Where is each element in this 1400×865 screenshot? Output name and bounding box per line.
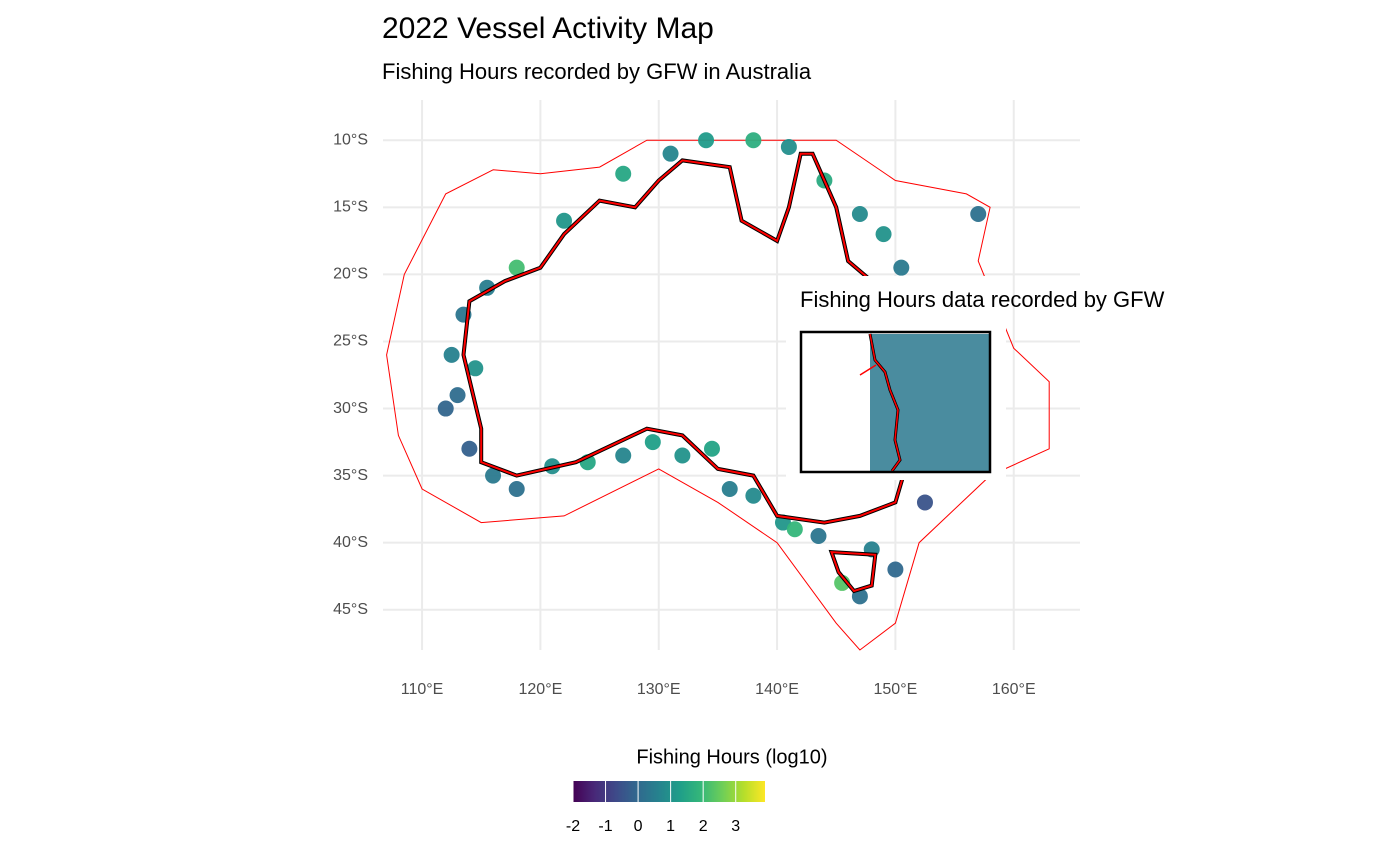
y-tick-label: 20°S xyxy=(333,266,368,283)
point xyxy=(786,521,803,538)
point xyxy=(508,481,525,498)
point xyxy=(662,145,679,162)
inset-title: Fishing Hours data recorded by GFW xyxy=(800,287,1165,312)
point xyxy=(437,400,454,417)
inset: Fishing Hours data recorded by GFW xyxy=(786,276,1165,480)
legend-title: Fishing Hours (log10) xyxy=(636,746,827,768)
inset-coast-red xyxy=(859,333,901,472)
y-tick-label: 35°S xyxy=(333,467,368,484)
point xyxy=(698,132,715,149)
point xyxy=(644,434,661,451)
inset-frame xyxy=(799,330,992,474)
point xyxy=(810,527,827,544)
x-tick-label: 130°E xyxy=(637,681,681,698)
point xyxy=(721,481,738,498)
point xyxy=(887,561,904,578)
point xyxy=(875,226,892,243)
legend-tick-label: 1 xyxy=(666,818,675,835)
point xyxy=(443,346,460,363)
chart-title: 2022 Vessel Activity Map xyxy=(382,12,714,45)
x-tick-label: 120°E xyxy=(519,681,563,698)
colorbar xyxy=(573,781,765,802)
legend-tick-label: 3 xyxy=(731,818,740,835)
point xyxy=(745,132,762,149)
y-tick-label: 15°S xyxy=(333,199,368,216)
point xyxy=(508,259,525,276)
point xyxy=(851,206,868,223)
legend-tick-label: -1 xyxy=(598,818,612,835)
point xyxy=(674,447,691,464)
x-tick-label: 150°E xyxy=(874,681,918,698)
point xyxy=(461,440,478,457)
legend-tick-label: 0 xyxy=(634,818,643,835)
x-tick-label: 160°E xyxy=(992,681,1036,698)
point xyxy=(916,494,933,511)
point xyxy=(970,206,987,223)
x-tick-label: 110°E xyxy=(401,681,444,698)
point xyxy=(556,212,573,229)
point xyxy=(615,165,632,182)
y-tick-label: 10°S xyxy=(333,131,368,148)
point xyxy=(893,259,910,276)
x-tick-label: 140°E xyxy=(755,681,799,698)
inset-fill xyxy=(870,334,989,471)
point xyxy=(467,360,484,377)
legend-tick-label: 2 xyxy=(699,818,708,835)
point xyxy=(703,440,720,457)
y-tick-label: 30°S xyxy=(333,400,368,417)
y-tick-label: 25°S xyxy=(333,333,368,350)
point xyxy=(780,138,797,155)
point xyxy=(449,387,466,404)
eez-boundary xyxy=(386,139,1050,651)
legend-tick-label: -2 xyxy=(566,818,580,835)
point xyxy=(615,447,632,464)
point xyxy=(485,467,502,484)
legend: -2 -1 0 1 2 3 xyxy=(566,781,740,835)
y-tick-label: 40°S xyxy=(333,534,368,551)
y-tick-label: 45°S xyxy=(333,601,368,618)
point xyxy=(745,487,762,504)
chart-subtitle: Fishing Hours recorded by GFW in Austral… xyxy=(382,59,812,84)
